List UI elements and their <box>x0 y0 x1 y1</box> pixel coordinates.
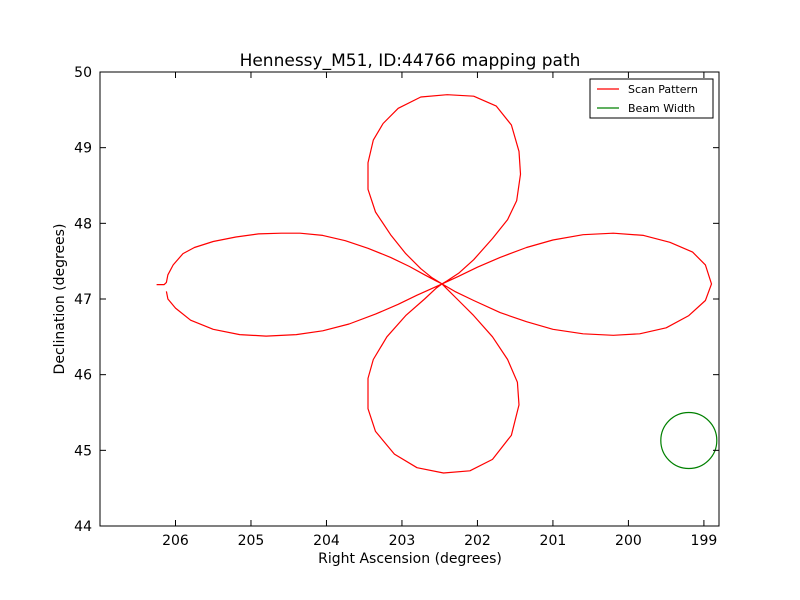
x-tick-label: 206 <box>162 533 189 549</box>
y-tick-label: 45 <box>74 443 92 459</box>
x-tick-label: 204 <box>313 533 340 549</box>
y-axis: 44 45 46 47 48 49 50 <box>74 65 719 535</box>
x-tick-label: 205 <box>238 533 265 549</box>
x-tick-label: 201 <box>540 533 567 549</box>
legend-box <box>589 78 714 119</box>
y-tick-label: 46 <box>74 368 92 384</box>
y-tick-label: 50 <box>74 65 92 81</box>
y-tick-label: 44 <box>74 519 92 535</box>
y-tick-label: 47 <box>74 292 92 308</box>
x-tick-label: 202 <box>464 533 491 549</box>
legend-label-scan-pattern: Scan Pattern <box>628 83 698 96</box>
scan-pattern-line <box>156 94 713 474</box>
x-tick-label: 199 <box>691 533 718 549</box>
x-axis-label: Right Ascension (degrees) <box>318 551 502 567</box>
y-tick-label: 48 <box>74 216 92 232</box>
chart-title: Hennessy_M51, ID:44766 mapping path <box>240 51 581 71</box>
y-axis-label: Declination (degrees) <box>52 224 68 375</box>
y-tick-label: 49 <box>74 141 92 157</box>
x-tick-label: 200 <box>615 533 642 549</box>
legend-label-beam-width: Beam Width <box>628 102 695 115</box>
x-axis: 206 205 204 203 202 201 200 199 <box>162 72 717 549</box>
x-tick-label: 203 <box>389 533 416 549</box>
legend: Scan Pattern Beam Width <box>589 78 714 119</box>
beam-width-circle <box>660 411 718 470</box>
